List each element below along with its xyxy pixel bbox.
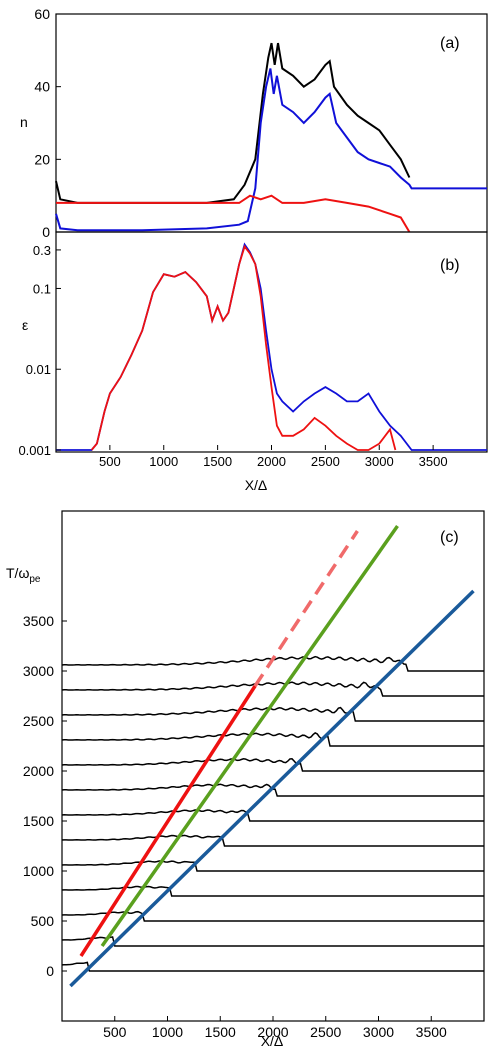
panel-c-ytick-label: 3000 xyxy=(23,663,54,679)
panel-c-ytick-label: 1000 xyxy=(23,863,54,879)
panel-a-ytick-label: 40 xyxy=(34,79,50,95)
panel-a-series-black xyxy=(55,42,411,204)
panel-c-xtick-label: 3500 xyxy=(416,1024,447,1040)
panel-c-profile xyxy=(61,936,484,947)
panel-c-profile xyxy=(61,860,484,872)
panel-c-ytick-label: 3500 xyxy=(23,613,54,629)
panel-c-xtick-label: 1500 xyxy=(205,1024,236,1040)
panel-c-profile xyxy=(61,706,484,722)
panel-b-ylabel: ε xyxy=(22,317,28,333)
panel-b-label: (b) xyxy=(440,257,460,274)
panel-c-xtick-label: 2000 xyxy=(257,1024,288,1040)
panel-b-ytick-label: 0.001 xyxy=(18,443,51,458)
panel-b: 0.001 0.01 0.1 0.3 500 1000 1500 2000 2500 3000 3… xyxy=(18,231,488,493)
panel-c-ytick-label: 1500 xyxy=(23,813,54,829)
panel-c-ytick-label: 2500 xyxy=(23,713,54,729)
panel-c-ytick-label: 500 xyxy=(31,913,55,929)
panel-c-profile xyxy=(61,910,484,922)
panel-c-profile xyxy=(61,732,484,747)
panel-c-fit-line-dashed_red xyxy=(253,530,359,687)
panel-c-x-ticks: 500 1000 1500 2000 2500 3000 3500 xyxy=(103,1016,447,1040)
panel-b-xlabel: X/Δ xyxy=(245,477,268,493)
panel-c-profile xyxy=(61,834,484,847)
panel-c-xtick-label: 500 xyxy=(103,1024,127,1040)
panel-a-label: (a) xyxy=(440,35,460,52)
panel-c-fit-line-red xyxy=(79,685,257,957)
panel-c-fit-line-steel_blue xyxy=(69,589,475,988)
panel-c-xtick-label: 1000 xyxy=(152,1024,183,1040)
panel-c-profile xyxy=(61,885,484,897)
panel-c-profile xyxy=(61,758,484,772)
panel-c: 0 500 1000 1500 2000 2500 3000 3500 500 1000 1500… xyxy=(6,510,485,1049)
panel-b-frame xyxy=(55,231,488,453)
panel-b-series-blue xyxy=(56,242,487,451)
panel-c-ylabel: T/ωpe xyxy=(6,565,41,585)
panel-a-series-red xyxy=(56,194,411,233)
panel-b-xtick-label: 2000 xyxy=(257,454,286,469)
panel-c-ytick-label: 2000 xyxy=(23,763,54,779)
panel-c-profile xyxy=(61,961,484,972)
panel-c-fit-lines xyxy=(69,524,475,988)
panel-c-profiles xyxy=(61,655,484,972)
panel-c-ylabel-main: T/ω xyxy=(6,565,29,581)
panel-c-profile xyxy=(61,681,484,697)
panel-b-xtick-label: 500 xyxy=(99,454,121,469)
panel-b-ytick-label: 0.1 xyxy=(33,281,51,296)
panel-a-y-ticks: 0 20 40 60 xyxy=(34,6,61,240)
panel-b-ytick-label: 0.3 xyxy=(33,243,51,258)
panel-c-profile xyxy=(61,809,484,822)
panel-b-xtick-label: 1500 xyxy=(203,454,232,469)
panel-c-label: (c) xyxy=(440,529,459,546)
panel-a-series xyxy=(55,42,487,233)
panel-c-ylabel-sub: pe xyxy=(29,574,41,585)
panel-b-series xyxy=(56,242,487,451)
panel-c-frame xyxy=(61,510,485,1022)
panel-b-x-ticks: 500 1000 1500 2000 2500 3000 3500 xyxy=(99,445,448,469)
panel-c-xtick-label: 2500 xyxy=(310,1024,341,1040)
panel-a-ytick-label: 20 xyxy=(34,151,50,167)
panel-c-fit-line-green xyxy=(100,524,399,948)
panel-a-ytick-label: 60 xyxy=(34,6,50,22)
panel-b-xtick-label: 3500 xyxy=(419,454,448,469)
panel-b-xtick-label: 1000 xyxy=(149,454,178,469)
panel-b-xtick-label: 2500 xyxy=(311,454,340,469)
panel-a-ytick-label: 0 xyxy=(42,224,50,240)
panel-c-y-ticks: 0 500 1000 1500 2000 2500 3000 3500 xyxy=(23,613,67,979)
panel-c-ytick-label: 0 xyxy=(46,963,54,979)
panel-a-series-blue xyxy=(55,68,487,232)
panel-a: 0 20 40 60 (a) n xyxy=(20,6,488,240)
panel-b-ytick-label: 0.01 xyxy=(26,362,51,377)
panel-c-xlabel: X/Δ xyxy=(261,1033,284,1049)
panel-a-ylabel: n xyxy=(20,114,28,130)
panel-b-xtick-label: 3000 xyxy=(365,454,394,469)
panel-c-xtick-label: 3000 xyxy=(363,1024,394,1040)
panel-b-series-red xyxy=(90,244,397,451)
panel-b-y-ticks: 0.001 0.01 0.1 0.3 xyxy=(18,243,61,458)
